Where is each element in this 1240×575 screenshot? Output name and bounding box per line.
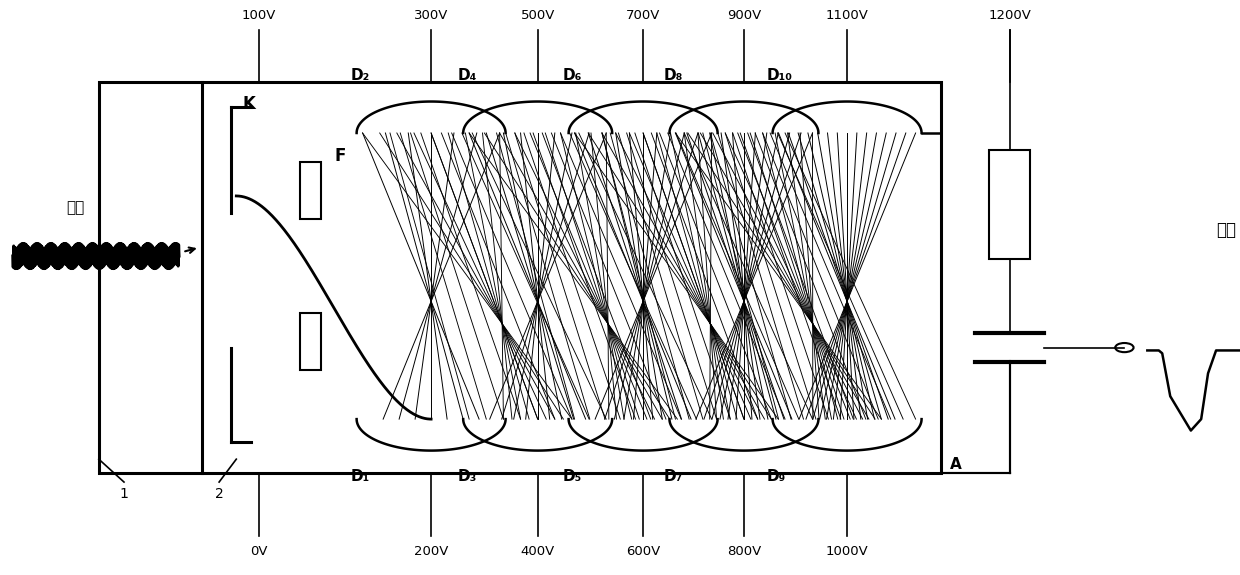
Text: 输出: 输出: [1216, 221, 1236, 239]
Text: 300V: 300V: [414, 9, 449, 22]
Text: 1100V: 1100V: [826, 9, 868, 22]
Text: A: A: [950, 457, 962, 473]
Text: 1200V: 1200V: [988, 9, 1032, 22]
Text: 0V: 0V: [250, 545, 268, 558]
Text: D₃: D₃: [458, 469, 477, 484]
Text: D₆: D₆: [563, 68, 583, 83]
Text: D₅: D₅: [563, 469, 583, 484]
Text: 1: 1: [119, 486, 129, 500]
Text: 光子: 光子: [67, 200, 86, 215]
Text: 700V: 700V: [626, 9, 660, 22]
Text: 100V: 100V: [242, 9, 277, 22]
Text: 600V: 600V: [626, 545, 660, 558]
Text: 2: 2: [215, 486, 223, 500]
Text: 800V: 800V: [727, 545, 761, 558]
Text: D₉: D₉: [766, 469, 786, 484]
Text: 900V: 900V: [727, 9, 761, 22]
Text: F: F: [335, 147, 346, 165]
Text: D₄: D₄: [458, 68, 477, 83]
Text: 1000V: 1000V: [826, 545, 868, 558]
Text: 400V: 400V: [521, 545, 554, 558]
Text: D₁₀: D₁₀: [766, 68, 792, 83]
Text: D₈: D₈: [663, 68, 683, 83]
Text: K: K: [242, 95, 255, 113]
Text: D₇: D₇: [663, 469, 683, 484]
Text: D₁: D₁: [351, 469, 371, 484]
Text: 500V: 500V: [521, 9, 554, 22]
Text: D₂: D₂: [351, 68, 371, 83]
Text: 200V: 200V: [414, 545, 449, 558]
